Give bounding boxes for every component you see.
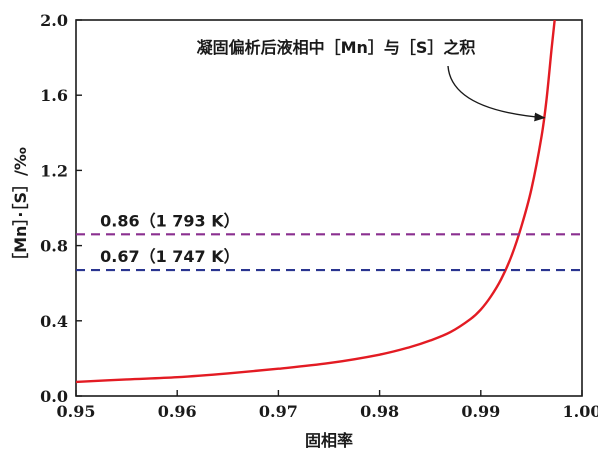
x-tick-label: 0.99 <box>461 402 500 421</box>
x-tick-label: 0.96 <box>158 402 197 421</box>
series-layer <box>76 20 582 384</box>
y-tick-label: 1.6 <box>40 86 68 105</box>
y-tick-label: 0.8 <box>40 237 68 256</box>
threshold-label-0-86: 0.86（1 793 K） <box>100 211 240 230</box>
y-tick-label: 1.2 <box>40 161 68 180</box>
y-axis-label: ［Mn］·［S］/‰ <box>11 147 30 269</box>
y-tick-label: 0.0 <box>40 387 68 406</box>
x-axis-label: 固相率 <box>305 431 353 450</box>
curve-annotation-text: 凝固偏析后液相中［Mn］与［S］之积 <box>197 38 476 57</box>
x-tick-label: 0.98 <box>360 402 399 421</box>
x-tick-label: 0.95 <box>57 402 96 421</box>
x-tick-label: 0.97 <box>259 402 298 421</box>
curve-annotation-arrow <box>447 65 546 122</box>
plot-frame <box>75 19 583 397</box>
x-tick-label: 1.00 <box>563 402 598 421</box>
annotation-layer: 凝固偏析后液相中［Mn］与［S］之积 0.86（1 793 K） 0.67（1 74… <box>100 38 546 266</box>
threshold-label-0-67: 0.67（1 747 K） <box>100 247 240 266</box>
y-tick-label: 0.4 <box>40 312 68 331</box>
y-tick-label: 2.0 <box>40 11 68 30</box>
series-line-mn-s-product <box>76 20 556 384</box>
y-axis-ticks: 0.0 0.4 0.8 1.2 1.6 2.0 <box>40 11 82 406</box>
x-axis-ticks: 0.95 0.96 0.97 0.98 0.99 1.00 <box>57 390 598 421</box>
